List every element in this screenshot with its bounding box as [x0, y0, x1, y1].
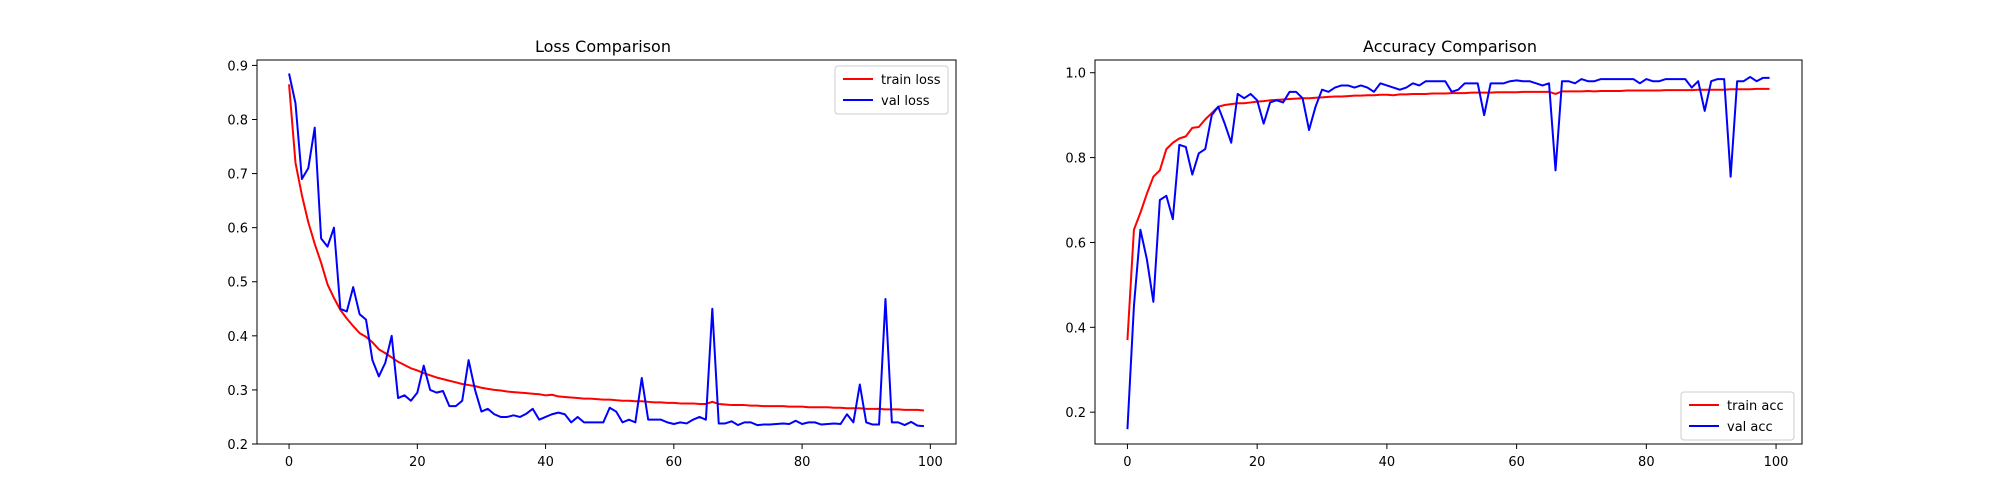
- y-tick-label: 0.8: [1065, 152, 1086, 167]
- plot-frame: [256, 59, 957, 445]
- y-tick-label: 0.3: [227, 384, 248, 399]
- legend: train loss val loss: [834, 65, 949, 115]
- y-tick-label: 0.7: [227, 168, 248, 183]
- legend-label-val-acc: val acc: [1727, 420, 1773, 435]
- y-tick-label: 0.2: [227, 438, 248, 453]
- y-tick-label: 0.6: [1065, 236, 1086, 251]
- x-axis: 0 20 40 60 80 100: [1123, 444, 1788, 470]
- y-tick-label: 0.5: [227, 276, 248, 291]
- plot-area: [288, 73, 925, 428]
- series-line-val-loss: [288, 73, 925, 428]
- y-tick-label: 0.4: [1065, 321, 1086, 336]
- chart-title: Loss Comparison: [535, 37, 671, 56]
- series-line-val-acc: [1126, 75, 1770, 430]
- y-axis: 0.2 0.3 0.4 0.5 0.6 0.7 0.8 0.9: [227, 59, 257, 453]
- x-tick-label: 0: [285, 455, 293, 470]
- y-tick-label: 1.0: [1065, 67, 1086, 82]
- x-tick-label: 20: [1249, 455, 1266, 470]
- y-tick-label: 0.8: [227, 113, 248, 128]
- x-axis: 0 20 40 60 80 100: [285, 444, 943, 470]
- series-line-train-acc: [1126, 87, 1770, 341]
- y-tick-label: 0.9: [227, 59, 248, 74]
- y-axis: 0.2 0.4 0.6 0.8 1.0: [1065, 67, 1095, 421]
- loss-chart: Loss Comparison 0 20 40 60 80 100 0.20.30.40.…: [227, 37, 957, 470]
- y-tick-label: 0.4: [227, 330, 248, 345]
- x-tick-label: 100: [918, 455, 943, 470]
- y-tick-label: 0.6: [227, 222, 248, 237]
- y-tick-label: 0.2: [1065, 406, 1086, 421]
- x-tick-label: 80: [1638, 455, 1655, 470]
- accuracy-chart: Accuracy Comparison 0 20 40 60 80 100 0.20.40…: [1065, 37, 1803, 470]
- x-tick-label: 40: [1379, 455, 1396, 470]
- x-tick-label: 60: [1508, 455, 1525, 470]
- x-tick-label: 20: [409, 455, 426, 470]
- plot-frame: [1094, 59, 1803, 445]
- legend-label-val-loss: val loss: [881, 94, 930, 109]
- x-tick-label: 40: [537, 455, 554, 470]
- x-tick-label: 100: [1764, 455, 1789, 470]
- legend-label-train-acc: train acc: [1727, 399, 1784, 414]
- x-tick-label: 80: [794, 455, 811, 470]
- plot-area: [1126, 75, 1770, 430]
- x-tick-label: 60: [666, 455, 683, 470]
- x-tick-label: 0: [1123, 455, 1131, 470]
- chart-title: Accuracy Comparison: [1363, 37, 1537, 56]
- legend-label-train-loss: train loss: [881, 73, 941, 88]
- series-line-train-loss: [288, 84, 925, 412]
- legend: train acc val acc: [1680, 391, 1795, 441]
